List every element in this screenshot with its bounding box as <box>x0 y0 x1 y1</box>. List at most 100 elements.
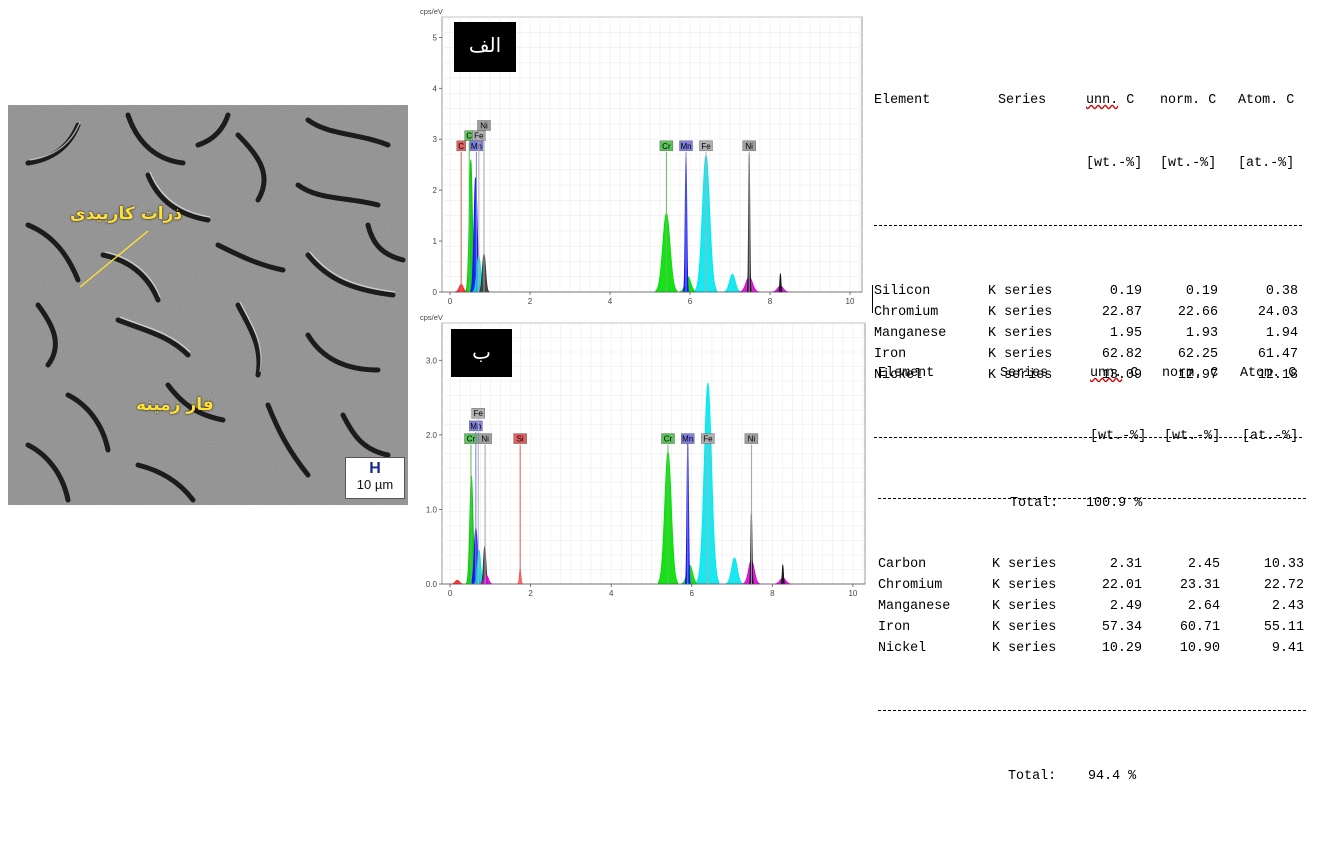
element-label-box <box>478 433 492 444</box>
element-label: Cr <box>664 435 673 444</box>
header-atom: Atom. C <box>1240 366 1297 381</box>
table-row: Chromium K series 22.87 22.66 24.03 <box>874 302 1304 323</box>
cell-element: Iron <box>874 347 907 362</box>
element-label: Fe <box>703 435 713 444</box>
element-label: Fe <box>474 132 484 141</box>
table-rule <box>874 225 1302 226</box>
cell-series: K series <box>992 620 1057 635</box>
header-element: Element <box>878 366 935 381</box>
y-tick-label: 2 <box>433 186 438 195</box>
x-tick-label: 4 <box>608 297 613 306</box>
element-label: C <box>458 142 464 151</box>
y-tick-label: 1 <box>433 237 438 246</box>
cell-norm: 1.93 <box>1185 326 1218 341</box>
cell-series: K series <box>988 284 1053 299</box>
cell-series: K series <box>988 368 1053 383</box>
element-label-box <box>456 140 466 152</box>
cell-norm: 0.19 <box>1185 284 1218 299</box>
cell-series: K series <box>992 599 1057 614</box>
cell-series: K series <box>988 347 1053 362</box>
cell-element: Chromium <box>878 578 943 593</box>
x-tick-label: 0 <box>448 589 453 598</box>
composition-table-b: Element Series unn. C norm. C Atom. C [w… <box>878 321 1308 808</box>
y-axis-label: cps/eV <box>420 313 443 322</box>
cell-series: K series <box>992 557 1057 572</box>
element-label-box <box>744 433 759 444</box>
spectrum-a-tag: الف <box>454 22 516 72</box>
subheader-atom: [at.-%] <box>1238 156 1295 171</box>
element-label-box <box>742 140 756 152</box>
element-label-box <box>681 433 695 444</box>
element-label: C <box>466 132 472 141</box>
cell-unn: 1.95 <box>1109 326 1142 341</box>
spectrum-b-tag: ب <box>451 329 512 377</box>
y-tick-label: 2.0 <box>426 431 438 440</box>
cell-element: Manganese <box>874 326 947 341</box>
cell-norm: 2.64 <box>1187 599 1220 614</box>
cell-element: Nickel <box>874 368 923 383</box>
divider-line <box>872 285 873 313</box>
cell-unn: 2.49 <box>1109 599 1142 614</box>
header-norm: norm. C <box>1162 366 1219 381</box>
element-label: Fe <box>701 142 711 151</box>
header-unn-word: unn. <box>1090 366 1123 381</box>
element-label-box <box>471 408 485 419</box>
table-row: Manganese K series 2.49 2.64 2.43 <box>878 596 1308 617</box>
table-header-row: Element Series unn. C norm. C Atom. C <box>878 363 1308 384</box>
element-label-box <box>679 140 693 152</box>
element-label: Si <box>517 435 524 444</box>
element-label: Cr <box>662 142 671 151</box>
y-tick-label: 0.0 <box>426 580 438 589</box>
carbide-label: ذرات کاربیدی <box>70 204 183 224</box>
subheader-norm: [wt.-%] <box>1160 156 1217 171</box>
cell-element: Iron <box>878 620 911 635</box>
table-rule <box>874 437 1302 438</box>
cell-atom: 61.47 <box>1257 347 1298 362</box>
cell-norm: 2.45 <box>1187 557 1220 572</box>
sem-micrograph: ذرات کاربیدی فاز زمینه H 10 µm <box>8 105 408 505</box>
cell-unn: 57.34 <box>1101 620 1142 635</box>
element-label-box <box>699 140 713 152</box>
element-label: Mn <box>470 422 481 431</box>
spectrum-peak <box>479 574 493 585</box>
total-value: 94.4 % <box>1088 769 1137 784</box>
x-tick-label: 2 <box>528 297 533 306</box>
cell-element: Silicon <box>874 284 931 299</box>
cell-atom: 0.38 <box>1265 284 1298 299</box>
x-tick-label: 10 <box>848 589 857 598</box>
spectrum-peak <box>723 273 742 293</box>
table-row: Nickel K series 13.09 12.97 12.18 <box>874 365 1304 386</box>
eds-spectrum-a: C C Mn Fe Ni Cr Mn Fe Ni 0 1 2 3 4 5 0 2 4 6 8 10 cps/eV الف <box>420 6 870 318</box>
element-label-box <box>659 140 674 152</box>
header-unn: unn. C <box>1090 366 1139 381</box>
cell-norm: 60.71 <box>1179 620 1220 635</box>
total-label: Total: <box>1008 769 1057 784</box>
y-tick-label: 0 <box>433 288 438 297</box>
composition-table-a: Element Series unn. C norm. C Atom. C [w… <box>874 48 1304 535</box>
table-row: Silicon K series 0.19 0.19 0.38 <box>874 281 1304 302</box>
cell-norm: 10.90 <box>1179 641 1220 656</box>
table-rule <box>878 498 1306 499</box>
y-tick-label: 4 <box>433 84 438 93</box>
element-label: Ni <box>748 435 756 444</box>
scale-bar: H 10 µm <box>345 457 405 499</box>
cell-atom: 22.72 <box>1263 578 1304 593</box>
cell-series: K series <box>992 641 1057 656</box>
cell-atom: 2.43 <box>1271 599 1304 614</box>
matrix-label: فاز زمینه <box>136 395 214 415</box>
cell-unn: 2.31 <box>1109 557 1142 572</box>
eds-spectrum-b: Cr Mn Fe Ni Si Cr Mn Fe Ni 0.0 1.0 2.0 3.0 0 2 4 6 8 10 cps… <box>420 312 870 602</box>
cell-series: K series <box>988 305 1053 320</box>
x-tick-label: 10 <box>846 297 855 306</box>
header-atom: Atom. C <box>1238 93 1295 108</box>
cell-element: Manganese <box>878 599 951 614</box>
cell-series: K series <box>988 326 1053 341</box>
cell-atom: 10.33 <box>1263 557 1304 572</box>
y-tick-label: 3.0 <box>426 356 438 365</box>
cell-unn: 10.29 <box>1101 641 1142 656</box>
x-tick-label: 2 <box>528 589 533 598</box>
table-subheader-row: [wt.-%] [wt.-%] [at.-%] <box>874 153 1304 174</box>
element-label: Fe <box>474 409 484 418</box>
cell-element: Carbon <box>878 557 927 572</box>
element-label-box <box>477 120 491 131</box>
